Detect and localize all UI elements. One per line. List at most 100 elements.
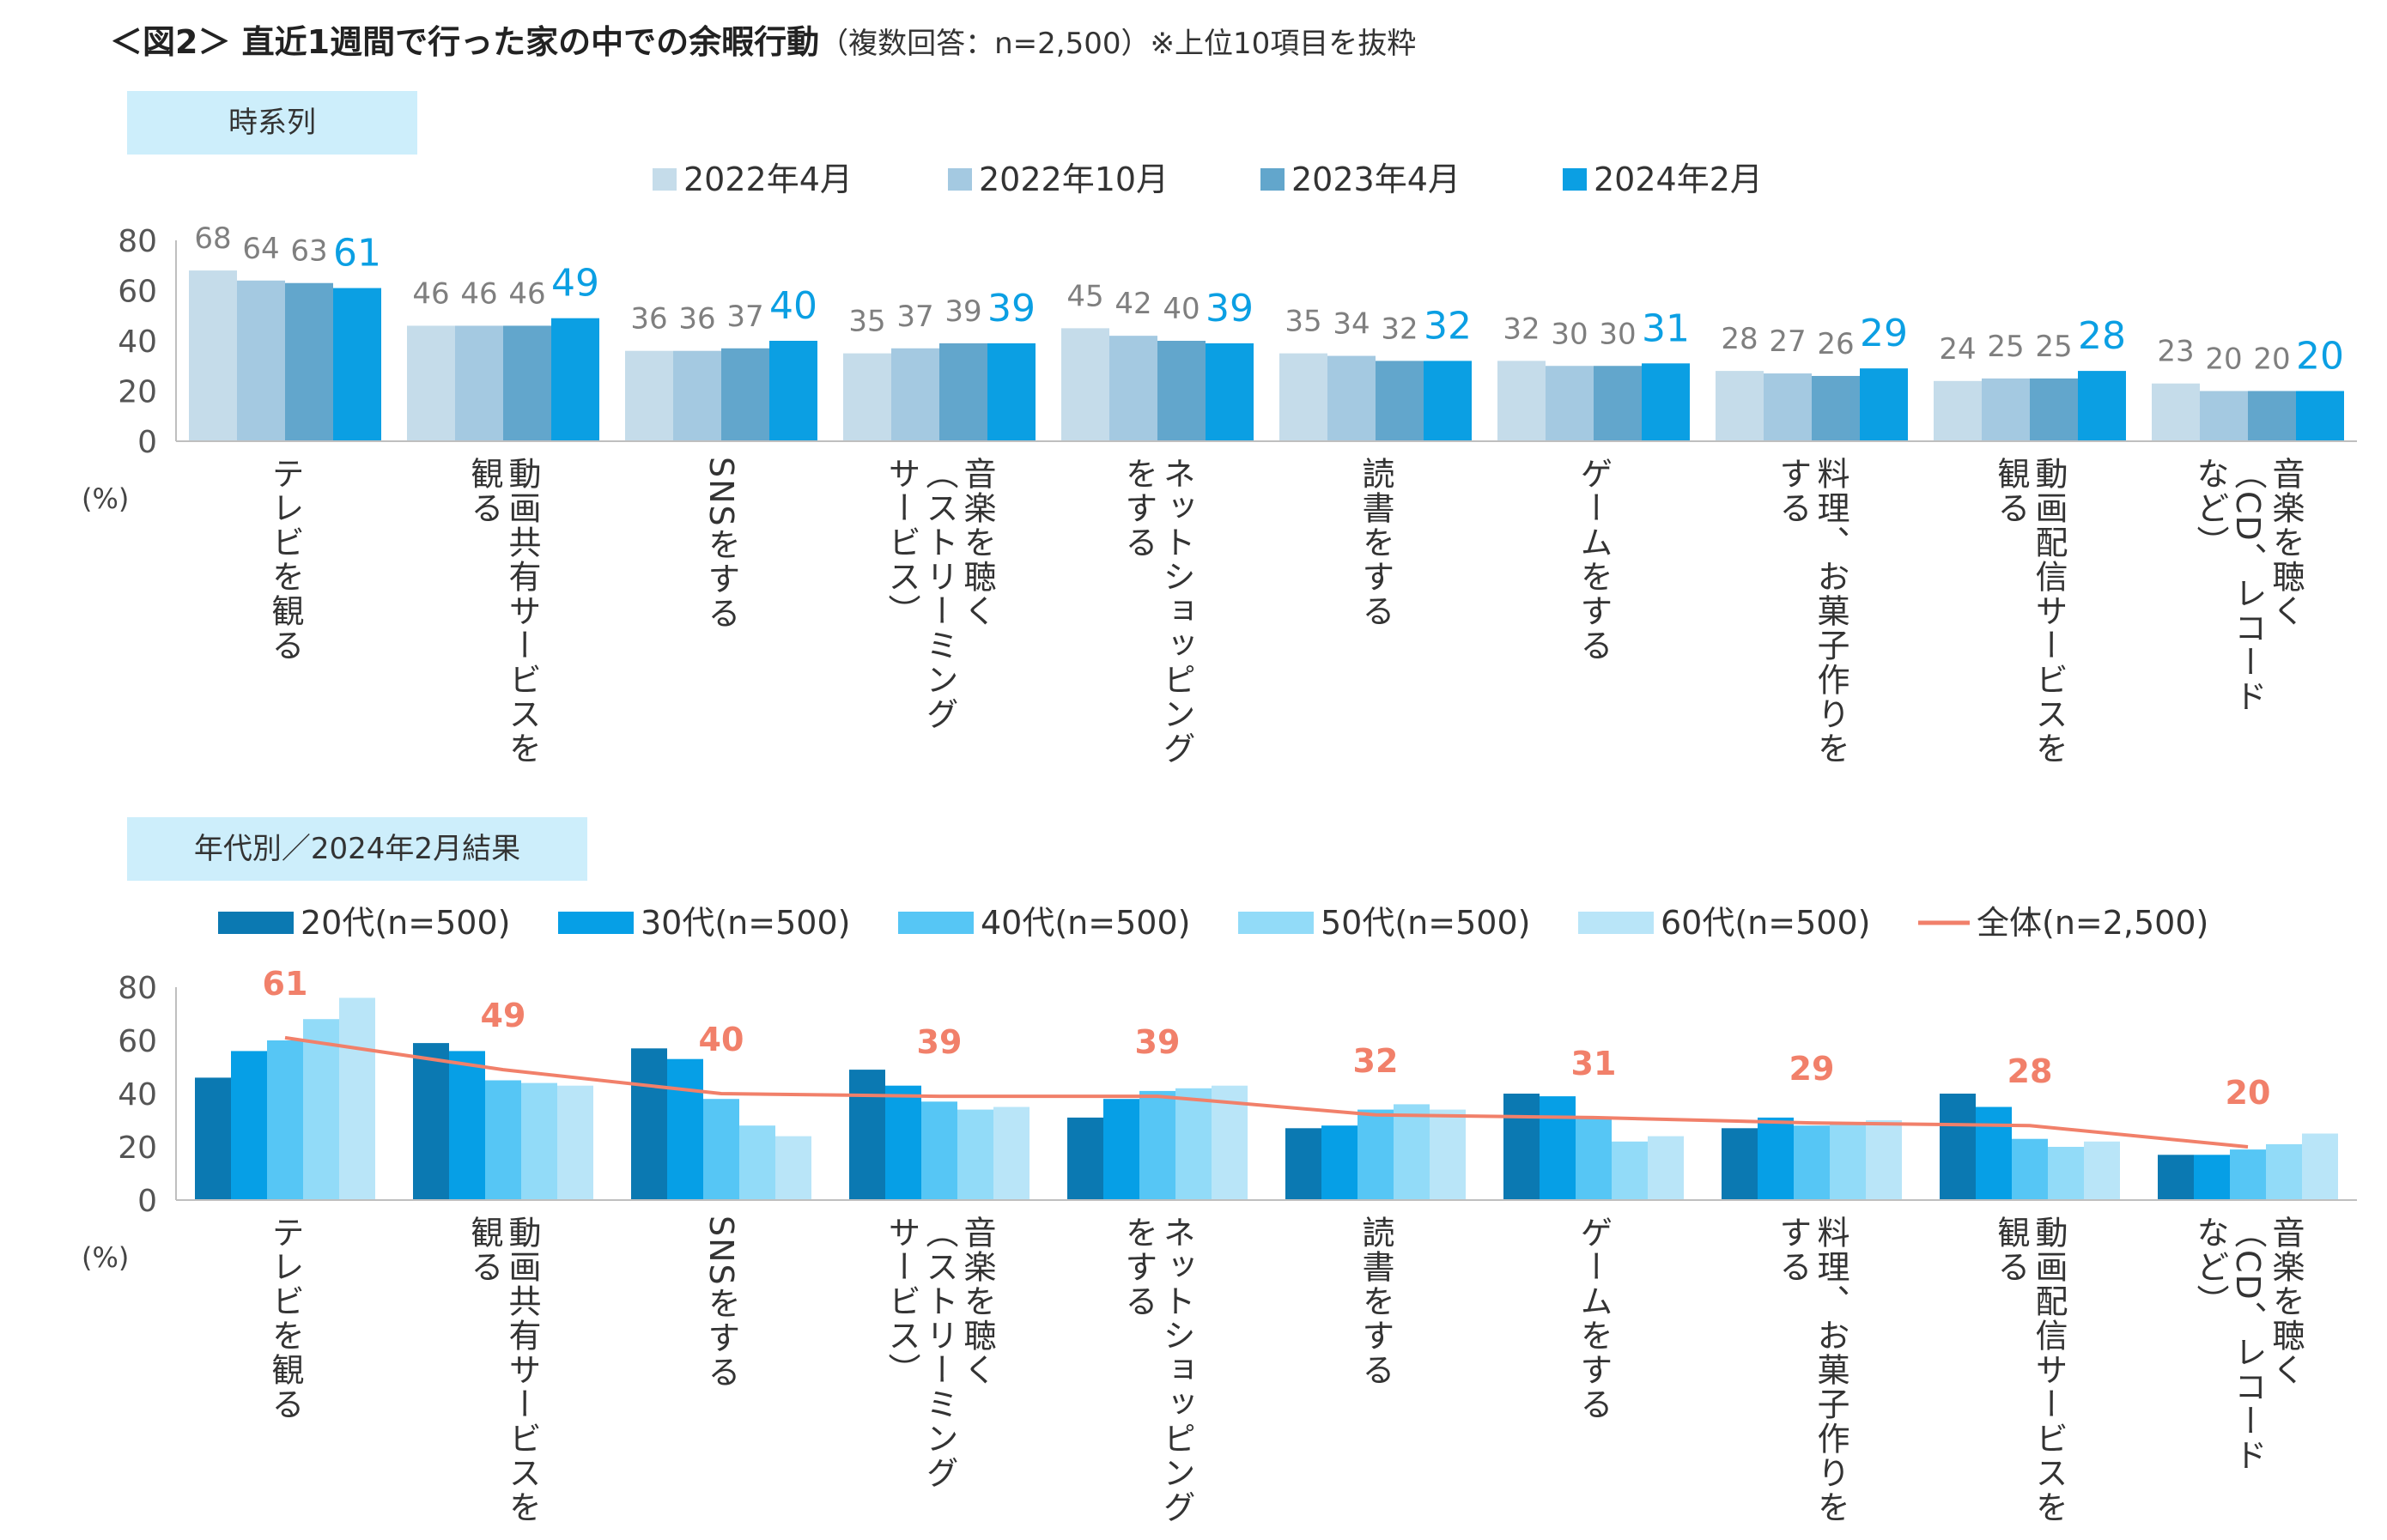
line-data-label: 39	[1135, 1023, 1181, 1061]
bar	[1206, 343, 1254, 441]
bar	[1612, 1141, 1648, 1200]
bar	[1376, 361, 1424, 441]
bar	[1321, 1125, 1357, 1200]
category-label: サービス）	[883, 1216, 920, 1387]
section-label-time-series: 時系列	[127, 91, 417, 155]
bar	[987, 343, 1036, 441]
bar	[721, 348, 769, 441]
data-label: 64	[242, 232, 279, 266]
category-label: 動画共有サービスを	[503, 457, 541, 766]
data-label: 61	[333, 232, 381, 276]
data-label: 49	[551, 262, 599, 306]
bar	[413, 1043, 449, 1200]
bar	[849, 1070, 885, 1200]
bar	[2302, 1133, 2338, 1200]
bar	[2266, 1143, 2302, 1200]
legend-swatch	[653, 168, 677, 191]
bar	[557, 1085, 593, 1200]
bar	[2200, 391, 2248, 441]
bar	[1279, 353, 1327, 441]
legend-swatch	[218, 912, 294, 934]
category-label: 観る	[465, 457, 503, 525]
data-label: 32	[1503, 312, 1540, 346]
bar	[1722, 1128, 1758, 1200]
category-label: テレビを観る	[266, 1216, 304, 1422]
data-label: 39	[1206, 287, 1254, 330]
bar	[237, 280, 285, 441]
bar	[231, 1051, 267, 1200]
legend-label: 2024年2月	[1594, 161, 1763, 198]
bar	[1812, 375, 1860, 441]
category-label: 読書をする	[1357, 457, 1394, 628]
bar	[1394, 1104, 1430, 1200]
bar	[285, 282, 333, 441]
bar	[2152, 383, 2200, 441]
bar	[2158, 1155, 2194, 1200]
category-label: をする	[1120, 457, 1157, 560]
bar	[921, 1101, 957, 1200]
data-label: 31	[1642, 306, 1690, 350]
legend-label: 2022年4月	[683, 161, 853, 198]
legend-swatch	[1260, 168, 1285, 191]
bar	[843, 353, 891, 441]
bar	[2048, 1147, 2084, 1200]
category-label: （ストリーミング	[920, 1216, 958, 1490]
y-axis-unit: (%)	[82, 1241, 129, 1274]
category-label: ネットショッピング	[1157, 1216, 1195, 1525]
legend-label: 全体(n=2,500)	[1977, 904, 2208, 942]
legend-label: 30代(n=500)	[641, 904, 850, 942]
line-data-label: 28	[2007, 1052, 2053, 1090]
time-series-chart: 2022年4月 2022年10月 2023年4月 2024年2月 0 20 40 60 80 (%…	[82, 161, 2357, 766]
category-label: ネットショッピング	[1157, 457, 1195, 766]
category-label: （ストリーミング	[920, 457, 958, 731]
data-label: 30	[1599, 317, 1636, 351]
y-tick-label: 0	[137, 425, 157, 460]
y-tick-label: 20	[118, 375, 157, 410]
bar	[775, 1136, 811, 1200]
category-label: テレビを観る	[266, 457, 304, 663]
bar	[1866, 1120, 1902, 1200]
bar	[2084, 1141, 2120, 1200]
legend-label: 20代(n=500)	[301, 904, 510, 942]
bar	[2230, 1149, 2266, 1200]
bar	[2078, 371, 2126, 441]
bar	[551, 318, 599, 441]
bar	[2194, 1155, 2230, 1200]
bar	[1157, 341, 1206, 441]
bar	[625, 350, 673, 441]
bar	[2030, 378, 2078, 441]
category-label: ゲームをする	[1575, 457, 1613, 663]
bar	[667, 1058, 703, 1200]
data-label: 20	[2205, 343, 2242, 377]
data-label: 28	[2078, 314, 2126, 358]
data-label: 63	[290, 234, 327, 269]
data-label: 42	[1115, 287, 1151, 321]
y-tick-label: 80	[118, 971, 157, 1006]
y-axis-unit: (%)	[82, 482, 129, 515]
data-label: 36	[678, 302, 715, 336]
data-label: 24	[1939, 332, 1976, 367]
bar	[485, 1080, 521, 1200]
bar	[1860, 368, 1908, 441]
bar	[1061, 328, 1109, 441]
bar	[891, 348, 939, 441]
data-label: 35	[1285, 305, 1321, 339]
line-data-label: 40	[699, 1021, 744, 1058]
data-label: 39	[987, 287, 1036, 330]
overall-line	[284, 1035, 2249, 1149]
bar	[1716, 371, 1764, 441]
bar	[1794, 1125, 1830, 1200]
bar	[1503, 1094, 1540, 1200]
bar	[333, 288, 381, 441]
bar	[1594, 366, 1642, 441]
legend-label: 60代(n=500)	[1661, 904, 1870, 942]
data-label: 20	[2253, 343, 2290, 377]
data-label: 35	[848, 305, 885, 339]
data-label: 34	[1333, 307, 1370, 342]
bar	[189, 270, 237, 441]
bar	[2296, 391, 2344, 441]
category-label: 音楽を聴く	[2267, 1216, 2305, 1387]
category-label: など）	[2191, 457, 2229, 560]
data-label: 45	[1066, 279, 1103, 313]
